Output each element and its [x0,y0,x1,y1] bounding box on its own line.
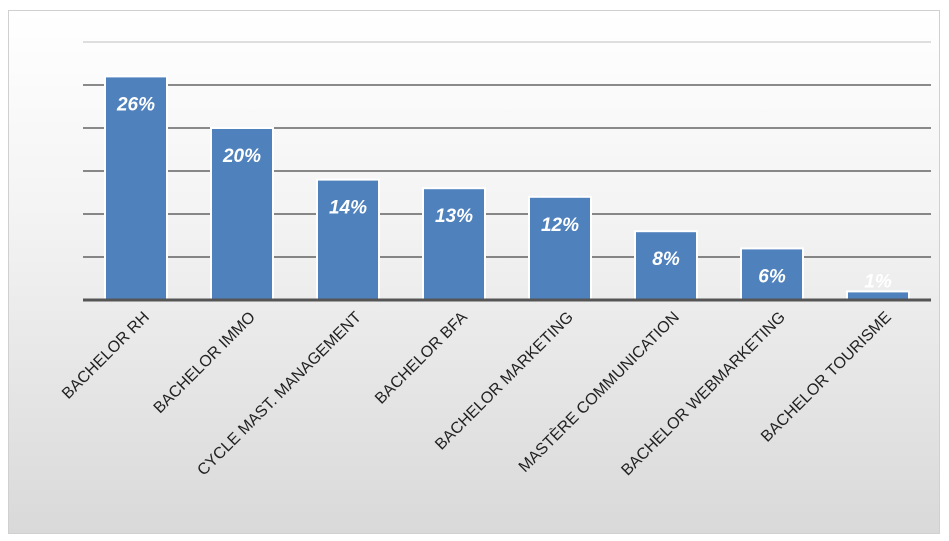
bar-5 [528,195,592,301]
data-label-8: 1% [864,271,892,292]
bar-4 [422,187,486,301]
category-label-4: BACHELOR BFA [372,309,471,408]
bar-chart: 26%20%14% 13% 12%8%6% 1% BACHELOR RHBACHELO… [59,41,931,479]
bar-3 [316,178,380,302]
bar-7 [740,247,804,301]
chart-frame: 26% 20% 14% 13% 12% 8% 6% 1% BACHELOR RH BACHELO… [8,10,940,534]
data-label-6: 8% [652,249,680,270]
data-label-3: 14% [329,198,367,219]
data-label-4: 13% [435,206,473,227]
data-labels: 26% 20% 14% 13% 12% 8% 6% 1% [116,94,892,292]
category-label-1: BACHELOR RH [59,309,153,403]
bars [104,75,910,302]
data-label-1: 26% [116,94,155,115]
data-label-5: 12% [541,215,579,236]
category-label-2: BACHELOR IMMO [151,309,259,417]
category-label-3: CYCLE MAST. MANAGEMENT [194,309,365,480]
data-label-2: 20% [222,146,261,167]
bar-2 [210,127,274,301]
data-label-7: 6% [758,266,786,287]
